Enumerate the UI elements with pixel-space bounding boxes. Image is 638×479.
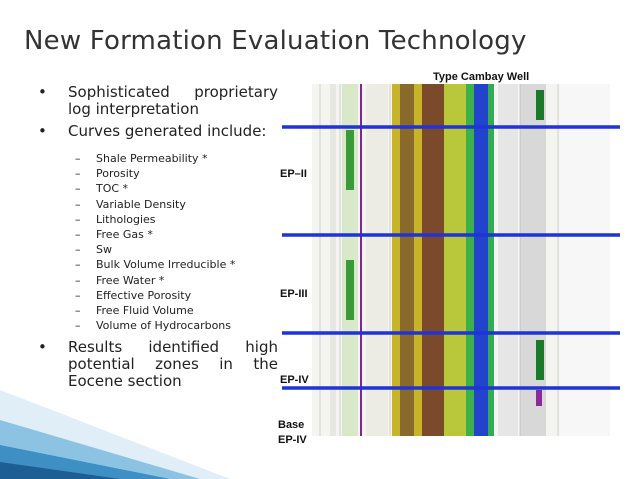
curve-item: TOC * bbox=[75, 181, 296, 196]
curve-item: Lithologies bbox=[75, 212, 296, 227]
zone-label: EP-IV bbox=[278, 434, 307, 446]
curve-item: Free Gas * bbox=[75, 227, 296, 242]
bullet-list: Sophisticated proprietary log interpreta… bbox=[38, 84, 278, 145]
curve-item: Porosity bbox=[75, 166, 296, 181]
curve-item: Sw bbox=[75, 242, 296, 257]
curve-item: Effective Porosity bbox=[75, 288, 296, 303]
bullet: Results identified high potential zones … bbox=[38, 339, 278, 390]
log-image bbox=[282, 84, 620, 436]
bullet-list: Results identified high potential zones … bbox=[38, 339, 278, 390]
figure-caption: Type Cambay Well bbox=[433, 71, 529, 83]
bullet: Sophisticated proprietary log interpreta… bbox=[38, 84, 278, 118]
curve-item: Variable Density bbox=[75, 197, 296, 212]
bullet: Curves generated include: bbox=[38, 123, 278, 141]
zone-label: EP-III bbox=[280, 288, 308, 300]
zone-label: EP-IV bbox=[280, 374, 309, 386]
curve-item: Shale Permeability * bbox=[75, 151, 296, 166]
zone-label: Base bbox=[278, 419, 304, 431]
curve-item: Free Fluid Volume bbox=[75, 303, 296, 318]
zone-label: EP–II bbox=[280, 168, 307, 180]
curve-item: Bulk Volume Irreducible * bbox=[75, 257, 296, 272]
curve-list: Shale Permeability *PorosityTOC *Variabl… bbox=[75, 151, 296, 334]
curve-item: Free Water * bbox=[75, 273, 296, 288]
curve-item: Volume of Hydrocarbons bbox=[75, 318, 296, 333]
corner-decoration bbox=[0, 390, 230, 479]
slide-title: New Formation Evaluation Technology bbox=[24, 26, 527, 56]
